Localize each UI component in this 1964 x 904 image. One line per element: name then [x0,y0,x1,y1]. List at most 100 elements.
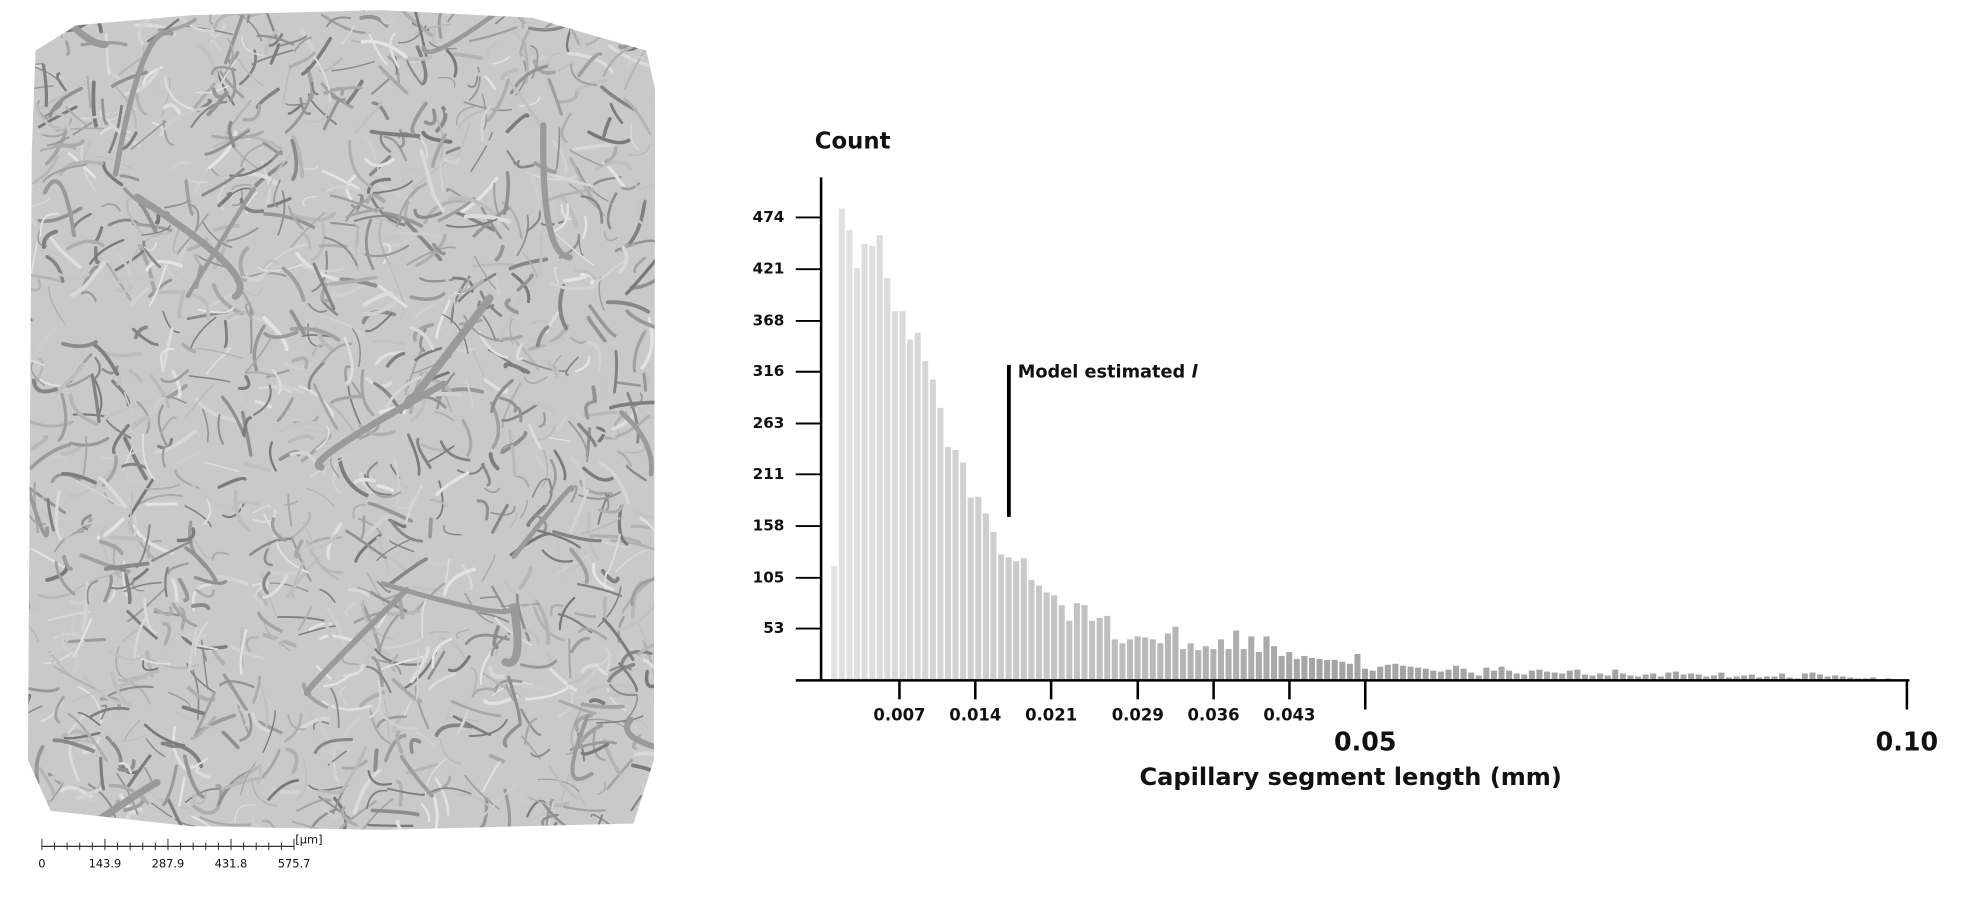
vessel [144,483,181,490]
vessel [529,334,568,346]
vessel [321,169,360,190]
y-tick-label: 368 [753,311,785,329]
vessel [231,500,259,512]
vessel [256,591,269,607]
vessel [407,433,421,476]
vessel [255,727,291,766]
vessel [317,314,365,337]
vessel [132,568,149,582]
vessel [572,407,616,439]
vessel [133,325,148,340]
vessel [211,283,245,316]
bar [1187,643,1194,681]
vessel [103,561,150,571]
vessel [458,279,485,293]
vessel [488,452,500,471]
vessel [119,174,140,182]
bar [967,497,974,681]
vessel [577,422,597,447]
vessel [371,78,390,95]
vessel [574,79,608,92]
vessel [567,51,614,73]
vessel [640,316,654,370]
vessel [27,233,34,242]
vessel [457,107,498,130]
vessel [509,10,535,19]
vessel [223,13,245,65]
vessel [115,646,126,680]
vessel [268,441,277,472]
vessel [208,130,238,170]
vessel [162,103,183,117]
vessel [479,596,500,600]
vessel [549,281,595,291]
vessel [126,754,152,788]
vessel [395,730,404,754]
bar [838,208,845,681]
y-tick-label: 474 [753,208,785,226]
vessel [624,47,647,90]
vessel [221,730,240,750]
vessel [86,75,92,109]
vessel [546,360,559,378]
vessel [87,783,117,819]
vessel [115,10,161,18]
vessel [596,10,618,11]
vessel [27,486,66,515]
vessel [521,38,529,84]
vessel [55,127,104,132]
vessel [386,375,422,408]
vessel [569,10,583,33]
vessel [568,548,588,571]
vessel [115,276,156,285]
vessel [241,35,265,57]
vessel [65,374,92,388]
vessel [27,567,31,610]
vessel [395,779,404,807]
bar [1346,663,1353,681]
vessel [159,416,177,435]
bar [1748,674,1755,681]
vessel [105,262,132,301]
vessel [292,511,311,538]
vessel [491,682,533,697]
vessel [143,241,158,252]
vessel [586,315,607,343]
vessel [54,362,85,394]
bar [1779,673,1786,681]
vessel [364,218,375,271]
vessel [48,86,84,118]
vessel [99,756,106,791]
vessel [352,503,367,519]
vessel [281,1,329,9]
vessel [102,15,127,21]
vessel [409,738,422,754]
vessel [262,571,271,595]
vessel [31,378,59,394]
vessel [380,581,514,615]
vessel [315,425,330,451]
vessel [98,539,124,555]
vessel [524,685,571,701]
vessel [607,43,652,68]
vessel [299,263,344,273]
bar [861,243,868,681]
vessel [431,637,453,669]
bar [1149,639,1156,681]
vessel [456,121,470,158]
vessel [69,811,85,830]
vessel [90,373,101,424]
vessel [477,362,484,403]
vessel [362,547,406,571]
vessel [143,597,158,635]
bar [1506,670,1513,681]
bar [1255,652,1262,681]
vessel [371,101,390,121]
vessel [193,691,217,738]
vessel [330,394,364,404]
vessel [27,10,48,19]
vessel [108,581,116,603]
vessel [81,265,100,288]
vessel [293,36,312,52]
vessel [301,521,314,544]
